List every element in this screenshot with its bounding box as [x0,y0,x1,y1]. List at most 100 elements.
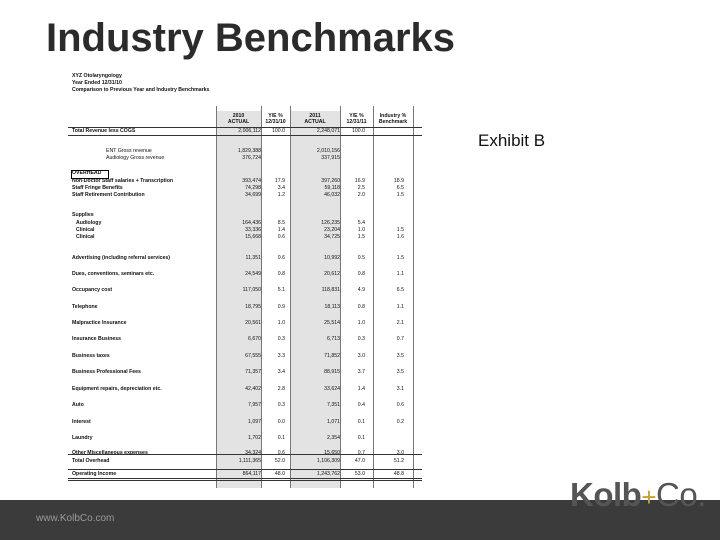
table-row: Laundry 1,702 0.1 2,354 0.1 [68,435,422,442]
row-value: 0.1 [357,419,365,425]
table-row: Telephone 18,795 0.9 18,113 0.8 1.1 [68,304,422,311]
row-value: 118,831 [321,287,340,293]
row-value: 0.8 [277,271,285,277]
table-row: ENT Gross revenue 1,829,388 2,010,156 [68,148,422,155]
sheet-heading-practice: XYZ Otolaryngology [72,73,122,79]
row-label: Dues, conventions, seminars etc. [72,271,155,277]
row-value: 1,097 [248,419,261,425]
row-value: 2,010,156 [316,148,340,154]
row-value: 0.2 [396,419,404,425]
row-value: 0.3 [357,336,365,342]
row-value: 0.7 [396,336,404,342]
row-value: 1,071 [327,419,340,425]
row-value: 52.0 [274,458,285,464]
row-value: 3.7 [357,369,365,375]
table-row: Advertising (including referral services… [68,255,422,262]
row-value: 6.5 [396,287,404,293]
row-label: Occupancy cost [72,287,113,293]
row-value: 0.6 [277,234,285,240]
row-value: 0.1 [357,435,365,441]
row-value: 1.2 [277,192,285,198]
row-value: 3.1 [396,386,404,392]
row-label: Advertising (including referral services… [72,255,171,261]
row-label: Business Professional Fees [72,369,141,375]
row-value: 0.6 [277,450,285,456]
row-value: 6.5 [396,185,404,191]
row-value: 126,235 [321,220,340,226]
row-label: Total Overhead [72,458,110,464]
row-label: Interest [72,419,91,425]
table-row: Audiology Gross revenue 376,724 337,915 [68,155,422,162]
row-value: 100.0 [272,128,285,134]
row-value: 0.7 [357,450,365,456]
row-value: 1.0 [357,227,365,233]
row-label: Clinical [76,227,95,233]
row-value: 25,514 [324,320,340,326]
row-value: 34,699 [245,192,261,198]
table-row: Clinical 33,336 1.4 23,204 1.0 1.5 [68,227,422,234]
row-value: 6,670 [248,336,261,342]
column-highlight-2011 [290,111,340,488]
row-value: 0.9 [277,304,285,310]
row-value: 71,852 [324,353,340,359]
row-value: 18.9 [393,178,404,184]
table-row: Audiology 164,436 8.5 126,235 5.4 [68,220,422,227]
column-header-benchmark: Industry % Benchmark [378,113,408,126]
row-value: 48.8 [393,471,404,477]
table-row: Total Overhead 1,111,365 52.0 1,106,309 47.0… [68,458,422,465]
overhead-box [71,169,109,179]
table-row: Insurance Business 6,670 0.3 6,713 0.3 0.7 [68,336,422,343]
row-value: 24,549 [245,271,261,277]
table-row: Occupancy cost 117,050 5.1 118,831 4.9 6.5 [68,287,422,294]
column-header-ye-2010: Y/E % 12/31/10 [265,113,286,126]
row-value: 1.1 [396,304,404,310]
column-header-2010: 2010 ACTUAL [227,113,250,126]
grid-line [68,478,422,479]
grid-line [261,106,262,488]
row-value: 4.9 [357,287,365,293]
sheet-heading-comparison: Comparison to Previous Year and Industry… [72,87,210,93]
row-value: 2,006,112 [238,128,261,134]
row-value: 67,555 [245,353,261,359]
row-value: 1.0 [277,320,285,326]
row-value: 47.0 [354,458,365,464]
row-value: 0.4 [357,402,365,408]
row-value: 2.8 [277,386,285,392]
row-value: 1.6 [396,234,404,240]
row-label: Telephone [72,304,98,310]
row-value: 1.4 [357,386,365,392]
row-value: 0.3 [277,402,285,408]
row-value: 2.1 [396,320,404,326]
row-value: 1.5 [396,255,404,261]
row-value: 100.0 [352,128,365,134]
row-value: 20,612 [324,271,340,277]
row-value: 7,957 [248,402,261,408]
row-value: 5.1 [277,287,285,293]
row-label: Total Revenue less COGS [72,128,136,134]
row-label: Audiology Gross revenue [106,155,165,161]
grid-line [290,106,291,488]
row-value: 0.1 [277,435,285,441]
row-value: 53.0 [354,471,365,477]
slide-title: Industry Benchmarks [46,16,456,60]
row-value: 51.2 [393,458,404,464]
table-row: Equipment repairs, depreciation etc. 42,4… [68,386,422,393]
row-label: Business taxes [72,353,110,359]
row-value: 0.5 [357,255,365,261]
row-label: Other Miscellaneous expenses [72,450,148,456]
row-label: Staff Retirement Contribution [72,192,145,198]
row-value: 88,915 [324,369,340,375]
grid-line [68,454,422,455]
row-value: 0.8 [357,271,365,277]
row-value: 59,118 [324,185,340,191]
row-value: 33,624 [324,386,340,392]
row-value: 117,050 [242,287,261,293]
row-value: 15,650 [324,450,340,456]
row-label: Non-Doctor Staff salaries + Transcriptio… [72,178,174,184]
grid-line [373,106,374,488]
row-label: Equipment repairs, depreciation etc. [72,386,162,392]
row-value: 397,260 [321,178,340,184]
row-value: 33,336 [245,227,261,233]
row-value: 11,351 [245,255,261,261]
row-label: Malpractice Insurance [72,320,127,326]
